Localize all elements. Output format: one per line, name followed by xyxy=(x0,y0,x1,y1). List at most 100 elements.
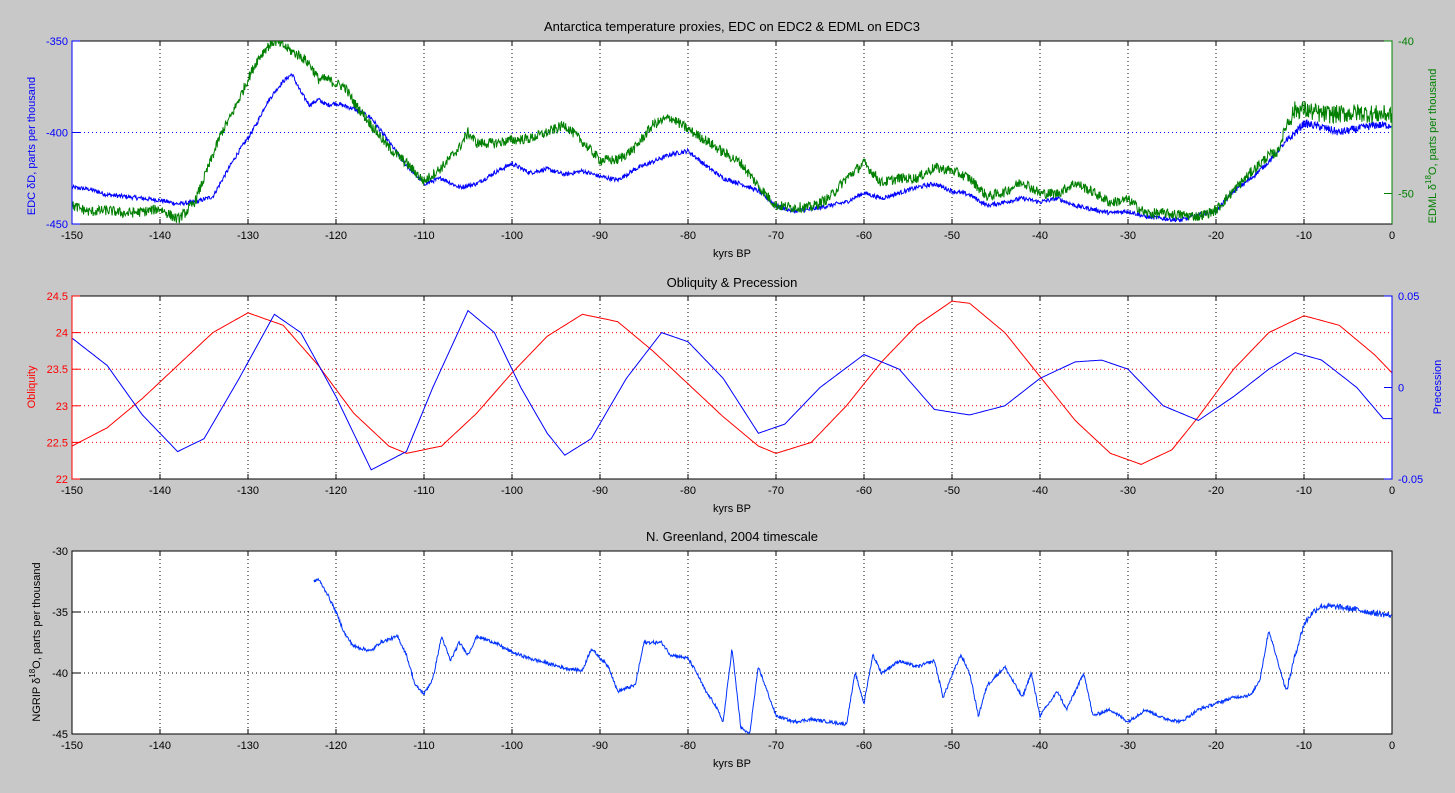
x-tick-label: -30 xyxy=(1120,485,1136,497)
y-axis-label-left-suffix: O, parts per thousand xyxy=(31,562,43,668)
x-tick-label: -40 xyxy=(1032,485,1048,497)
y-axis-label-left: Obliquity xyxy=(26,365,38,408)
x-ticks: -150 -140 -130 -120 -110 -100 -90 -80 -70 -60 -50-… xyxy=(61,551,1395,752)
y-tick-label-left: 24 xyxy=(56,328,68,340)
y-tick-label-left: -450 xyxy=(46,219,68,231)
x-tick-label: -10 xyxy=(1296,740,1312,752)
x-tick-label: -100 xyxy=(501,485,523,497)
x-tick-label: -20 xyxy=(1208,485,1224,497)
plot-area xyxy=(71,295,1393,480)
x-tick-label: -140 xyxy=(149,230,171,242)
x-tick-label: 0 xyxy=(1389,230,1395,242)
panel-greenland: N. Greenland, 2004 timescale -150 -140 -13… xyxy=(28,529,1395,770)
x-tick-label: -60 xyxy=(856,485,872,497)
y-tick-label-left: -30 xyxy=(52,546,68,558)
y-left-ticks: 22 22.5 23 23.5 24 24.5 xyxy=(47,291,80,486)
x-tick-label: -60 xyxy=(856,740,872,752)
x-tick-label: -120 xyxy=(325,485,347,497)
y-right-ticks: -0.05 0 0.05 xyxy=(1384,291,1423,486)
panel-antarctica: Antarctica temperature proxies, EDC on E… xyxy=(26,19,1439,260)
chart-title: Antarctica temperature proxies, EDC on E… xyxy=(544,19,920,34)
x-tick-label: -70 xyxy=(768,230,784,242)
x-tick-label: 0 xyxy=(1389,485,1395,497)
y-tick-label-left: -40 xyxy=(52,668,68,680)
y-tick-label-right: 0.05 xyxy=(1398,291,1419,303)
series-group xyxy=(313,577,1392,734)
x-tick-label: -80 xyxy=(680,485,696,497)
x-tick-label: -110 xyxy=(413,740,434,752)
y-tick-label-left: 24.5 xyxy=(47,291,68,303)
x-tick-label: -60 xyxy=(856,230,872,242)
x-tick-label: -40 xyxy=(1032,230,1048,242)
x-tick-label: -40 xyxy=(1032,740,1048,752)
x-axis-label: kyrs BP xyxy=(713,503,751,515)
y-axis-label-left: NGRIP δ18O, parts per thousand xyxy=(28,562,43,721)
chart-title: N. Greenland, 2004 timescale xyxy=(646,529,818,544)
y-tick-label-right: -50 xyxy=(1398,189,1414,201)
y-axis-label-right: EDML δ18O, parts per thousand xyxy=(1424,69,1439,224)
x-tick-label: -70 xyxy=(768,740,784,752)
x-tick-label: -120 xyxy=(325,740,347,752)
x-tick-label: -110 xyxy=(413,230,434,242)
series-line-obliquity xyxy=(72,300,1392,465)
x-tick-label: -120 xyxy=(325,230,347,242)
x-tick-label: -90 xyxy=(592,485,608,497)
y-tick-label-left: 22.5 xyxy=(47,437,68,449)
x-tick-label: -130 xyxy=(237,230,259,242)
y-tick-label-left: -400 xyxy=(46,128,68,140)
x-tick-label: -130 xyxy=(237,485,259,497)
y-axis-label-right-sup: 18 xyxy=(1424,175,1433,184)
y-tick-label-left: -45 xyxy=(52,729,68,741)
series-group xyxy=(72,300,1392,471)
x-tick-label: -10 xyxy=(1296,485,1312,497)
plot-area xyxy=(71,550,1393,735)
y-axis-label-left-prefix: NGRIP δ xyxy=(31,678,43,722)
x-tick-label: -50 xyxy=(944,485,960,497)
y-axis-label-left: EDC δD, parts per thousand xyxy=(26,77,38,215)
y-left-ticks: -450 -400 -350 xyxy=(46,36,80,231)
series-line-left-0 xyxy=(313,577,1392,734)
x-tick-label: -100 xyxy=(501,740,523,752)
y-tick-label-right: -40 xyxy=(1398,36,1414,48)
x-tick-label: 0 xyxy=(1389,740,1395,752)
x-tick-label: -150 xyxy=(61,485,83,497)
y-tick-label-right: -0.05 xyxy=(1398,474,1423,486)
y-tick-label-right: 0 xyxy=(1398,383,1404,395)
x-tick-label: -30 xyxy=(1120,230,1136,242)
x-tick-label: -50 xyxy=(944,230,960,242)
series-line-right-1 xyxy=(72,41,1392,224)
y-tick-label-left: 23.5 xyxy=(47,364,68,376)
series-line-left-0 xyxy=(72,73,1392,223)
y-axis-label-right-prefix: EDML δ xyxy=(1427,184,1439,223)
grid xyxy=(72,296,1392,479)
y-tick-label-left: -35 xyxy=(52,607,68,619)
x-axis-label: kyrs BP xyxy=(713,248,751,260)
x-tick-label: -110 xyxy=(413,485,434,497)
y-axis-label-right-suffix: O, parts per thousand xyxy=(1427,69,1439,175)
x-tick-label: -150 xyxy=(61,230,83,242)
x-tick-label: -20 xyxy=(1208,740,1224,752)
x-tick-label: -20 xyxy=(1208,230,1224,242)
x-ticks: -150 -140 -130 -120 -110 -100 -90 -80 -70 -60 -50-… xyxy=(61,296,1395,497)
x-tick-label: -130 xyxy=(237,740,259,752)
x-tick-label: -140 xyxy=(149,485,171,497)
x-tick-label: -50 xyxy=(944,740,960,752)
x-tick-label: -80 xyxy=(680,740,696,752)
series-group xyxy=(72,41,1392,224)
x-axis-label: kyrs BP xyxy=(713,758,751,770)
y-axis-label-right: Precession xyxy=(1432,360,1444,414)
x-tick-label: -150 xyxy=(61,740,83,752)
x-tick-label: -140 xyxy=(149,740,171,752)
x-tick-label: -90 xyxy=(592,230,608,242)
x-tick-label: -80 xyxy=(680,230,696,242)
y-tick-label-left: -350 xyxy=(46,36,68,48)
y-right-ticks: -50 -40 xyxy=(1384,36,1414,224)
y-tick-label-left: 22 xyxy=(56,474,68,486)
panel-orbital: Obliquity & Precession -150 -140 -130 -120 -… xyxy=(26,275,1444,515)
y-axis-label-left-sup: 18 xyxy=(28,668,37,677)
grid xyxy=(72,41,1392,224)
series-line-precession xyxy=(72,309,1392,471)
x-tick-label: -90 xyxy=(592,740,608,752)
y-tick-label-left: 23 xyxy=(56,401,68,413)
